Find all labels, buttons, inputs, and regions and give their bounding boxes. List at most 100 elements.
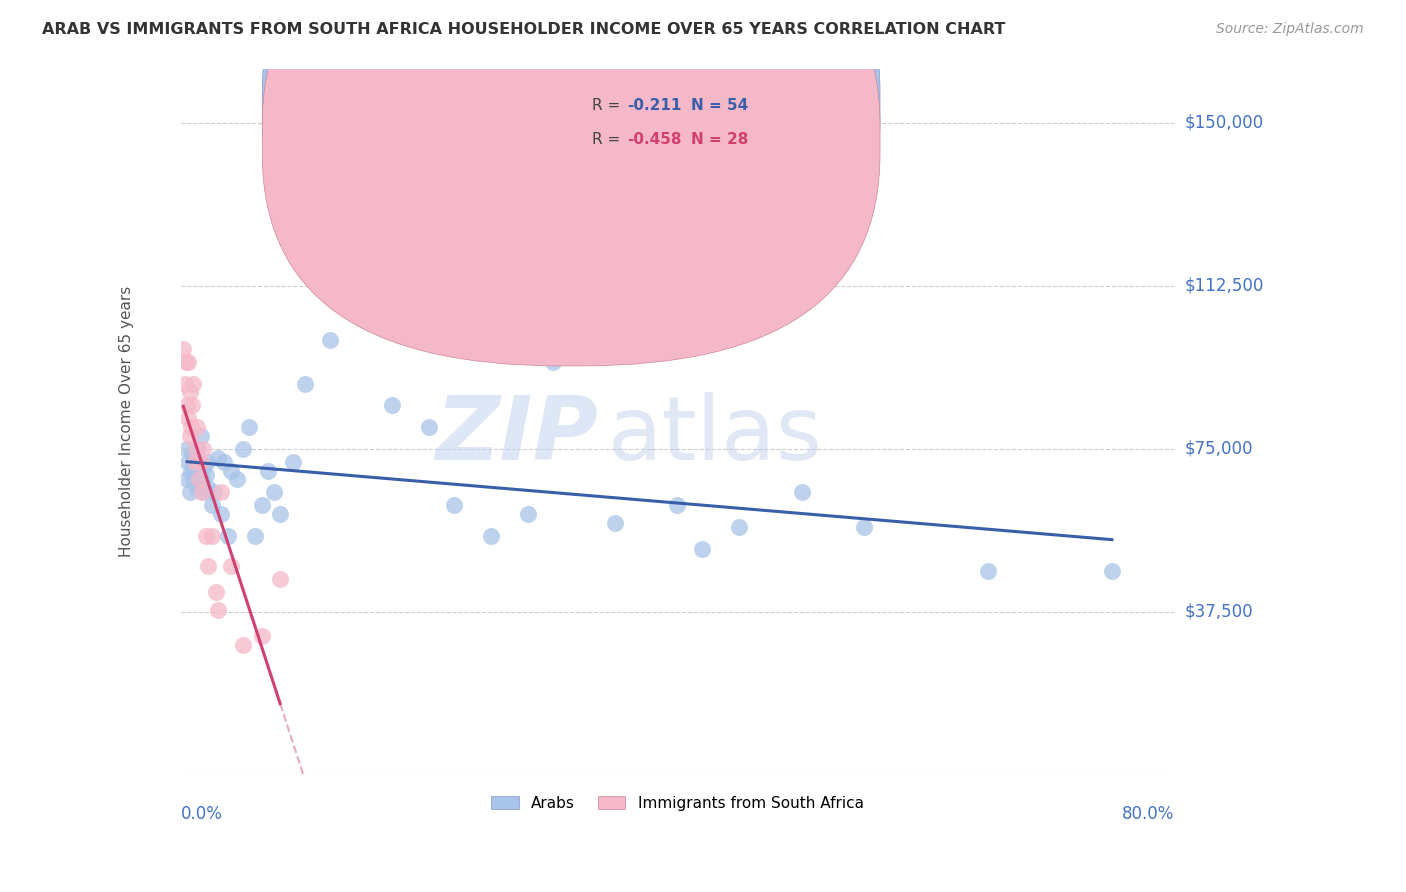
Point [790,485,813,500]
Text: Source: ZipAtlas.com: Source: ZipAtlas.com [1216,22,1364,37]
Text: ZIP: ZIP [436,392,598,479]
Point [181,399,204,413]
Text: $112,500: $112,500 [1185,277,1264,295]
Point [188,476,211,491]
Point [173,376,195,391]
Text: 80.0%: 80.0% [1122,805,1174,823]
Text: R =: R = [592,98,626,113]
Point [172,342,194,356]
Point [204,585,226,599]
Point [207,603,229,617]
Point [183,455,205,469]
Point [294,376,316,391]
Point [207,450,229,465]
Point [197,559,219,574]
Text: N = 28: N = 28 [692,132,748,146]
Point [176,399,198,413]
Point [219,559,242,574]
Point [225,472,247,486]
Point [181,376,204,391]
Point [188,472,211,486]
Point [190,455,212,469]
Point [479,529,502,543]
Point [194,467,217,482]
Point [180,420,202,434]
Point [666,499,689,513]
Point [180,464,202,478]
Point [177,455,200,469]
Text: N = 54: N = 54 [692,98,748,113]
Point [186,420,208,434]
Point [190,429,212,443]
Point [184,442,207,456]
Text: 0.0%: 0.0% [181,805,222,823]
Text: $37,500: $37,500 [1185,603,1254,621]
Point [184,467,207,482]
Point [193,459,215,474]
Text: Householder Income Over 65 years: Householder Income Over 65 years [118,286,134,558]
Point [1101,564,1123,578]
Point [209,507,232,521]
Point [281,455,304,469]
Point [209,485,232,500]
Text: $150,000: $150,000 [1185,114,1264,132]
Point [179,385,201,400]
Point [187,442,209,456]
Point [202,485,225,500]
Point [443,499,465,513]
Point [852,520,875,534]
Point [418,420,440,434]
Text: $75,000: $75,000 [1185,440,1254,458]
Point [728,520,751,534]
Text: R =: R = [592,132,626,146]
Point [194,529,217,543]
Point [188,455,211,469]
Point [181,459,204,474]
Point [201,529,224,543]
Point [356,246,378,260]
Point [174,355,197,369]
FancyBboxPatch shape [263,0,880,366]
Point [381,399,404,413]
Point [250,629,273,643]
Point [517,507,540,521]
Point [217,529,239,543]
Point [232,638,254,652]
Point [543,355,565,369]
Point [186,481,208,495]
Point [269,572,291,586]
Point [214,455,236,469]
Point [177,411,200,425]
Legend: Arabs, Immigrants from South Africa: Arabs, Immigrants from South Africa [485,789,870,817]
Point [269,507,291,521]
Point [193,485,215,500]
Point [191,472,214,486]
Point [219,464,242,478]
Point [193,442,215,456]
Point [232,442,254,456]
Point [181,472,204,486]
Point [605,516,627,530]
Point [181,446,204,460]
Point [319,333,342,347]
Text: ARAB VS IMMIGRANTS FROM SOUTH AFRICA HOUSEHOLDER INCOME OVER 65 YEARS CORRELATIO: ARAB VS IMMIGRANTS FROM SOUTH AFRICA HOU… [42,22,1005,37]
Text: atlas: atlas [607,392,823,479]
Point [263,485,285,500]
Text: -0.211: -0.211 [627,98,681,113]
Point [179,485,201,500]
Point [176,442,198,456]
Point [250,499,273,513]
Point [201,499,224,513]
Point [245,529,267,543]
Point [176,472,198,486]
Point [183,450,205,465]
FancyBboxPatch shape [548,87,766,168]
FancyBboxPatch shape [263,0,880,333]
Point [191,485,214,500]
Point [197,481,219,495]
Point [179,429,201,443]
Point [977,564,1000,578]
Point [238,420,260,434]
Point [690,541,713,556]
Point [256,464,278,478]
